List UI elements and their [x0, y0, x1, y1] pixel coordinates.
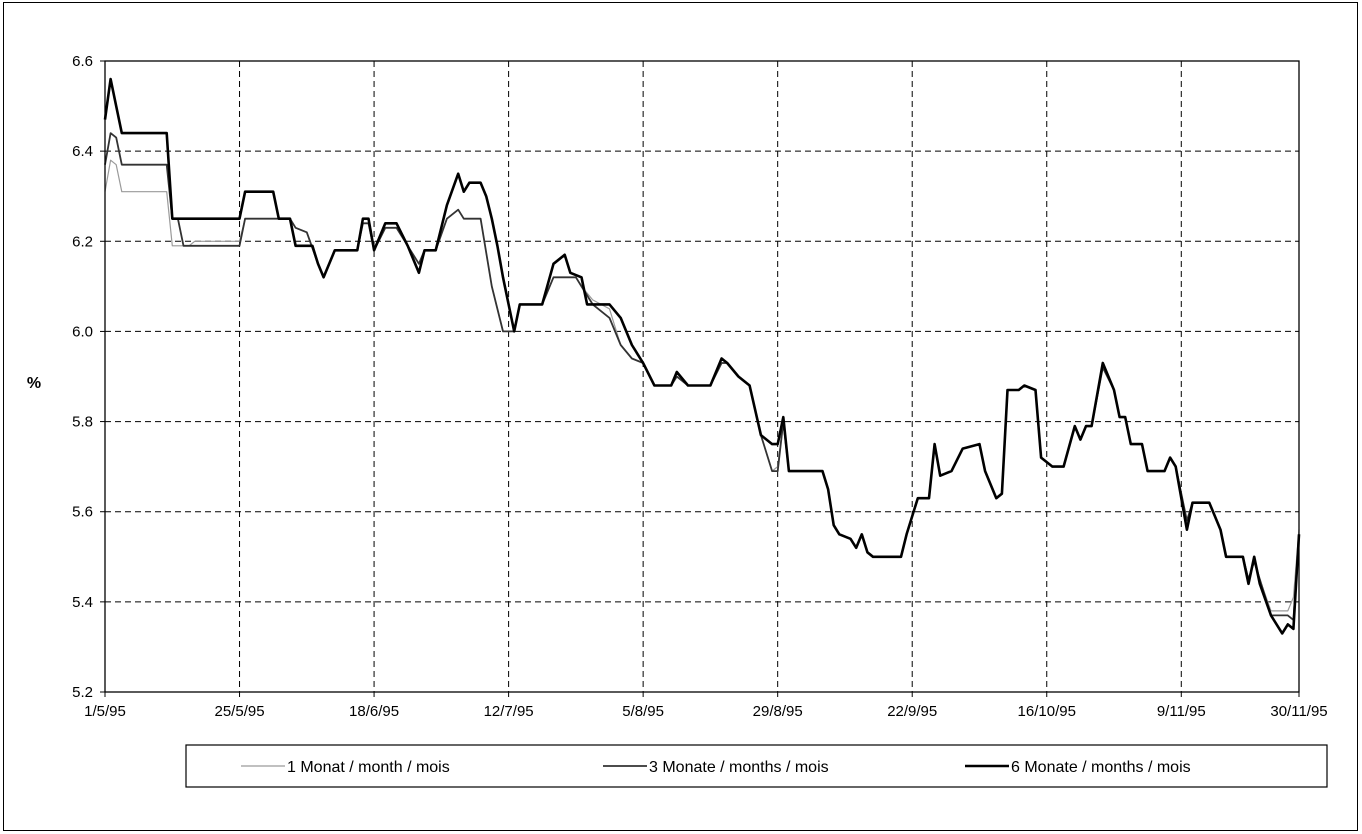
y-tick-label: 6.0 — [72, 323, 93, 340]
legend-label-2: 3 Monate / months / mois — [649, 759, 829, 776]
x-tick-label: 1/5/95 — [84, 703, 126, 720]
legend: 1 Monat / month / mois 3 Monate / months … — [185, 744, 1328, 788]
x-tick-label: 22/9/95 — [887, 703, 937, 720]
plot-area-border — [104, 60, 1300, 693]
y-axis-label: % — [27, 375, 41, 392]
x-tick-label: 9/11/95 — [1157, 703, 1206, 720]
legend-label-1: 1 Monat / month / mois — [287, 759, 450, 776]
x-tick-label: 5/8/95 — [622, 703, 664, 720]
series-lines — [103, 77, 1301, 635]
x-tick-label: 12/7/95 — [484, 703, 534, 720]
y-axis-ticks: 6.6 6.4 6.2 6.0 5.8 5.6 5.4 5.2 — [72, 53, 105, 701]
x-tick-label: 29/8/95 — [753, 703, 803, 720]
gridlines — [105, 61, 1299, 692]
series-line-3 — [103, 77, 1301, 635]
legend-box — [185, 744, 1328, 788]
y-tick-label: 5.2 — [72, 684, 93, 701]
x-axis-ticks: 1/5/95 25/5/95 18/6/95 12/7/95 5/8/95 29/8/95… — [84, 692, 1328, 720]
y-tick-label: 5.8 — [72, 414, 93, 431]
x-tick-label: 30/11/95 — [1270, 703, 1327, 720]
legend-label-3: 6 Monate / months / mois — [1011, 759, 1191, 776]
y-tick-label: 6.2 — [72, 233, 93, 250]
y-tick-label: 5.6 — [72, 504, 93, 521]
x-tick-label: 18/6/95 — [349, 703, 399, 720]
series-line-2 — [104, 132, 1300, 621]
y-tick-label: 6.4 — [72, 143, 93, 160]
line-chart: 6.6 6.4 6.2 6.0 5.8 5.6 5.4 5.2 1/5/95 25/5/95 18… — [27, 53, 1328, 788]
x-tick-label: 25/5/95 — [215, 703, 265, 720]
x-tick-label: 16/10/95 — [1018, 703, 1076, 720]
chart-frame: 6.6 6.4 6.2 6.0 5.8 5.6 5.4 5.2 1/5/95 25/5/95 18… — [3, 2, 1358, 831]
axes — [104, 60, 1300, 693]
y-tick-label: 6.6 — [72, 53, 93, 70]
y-tick-label: 5.4 — [72, 594, 93, 611]
